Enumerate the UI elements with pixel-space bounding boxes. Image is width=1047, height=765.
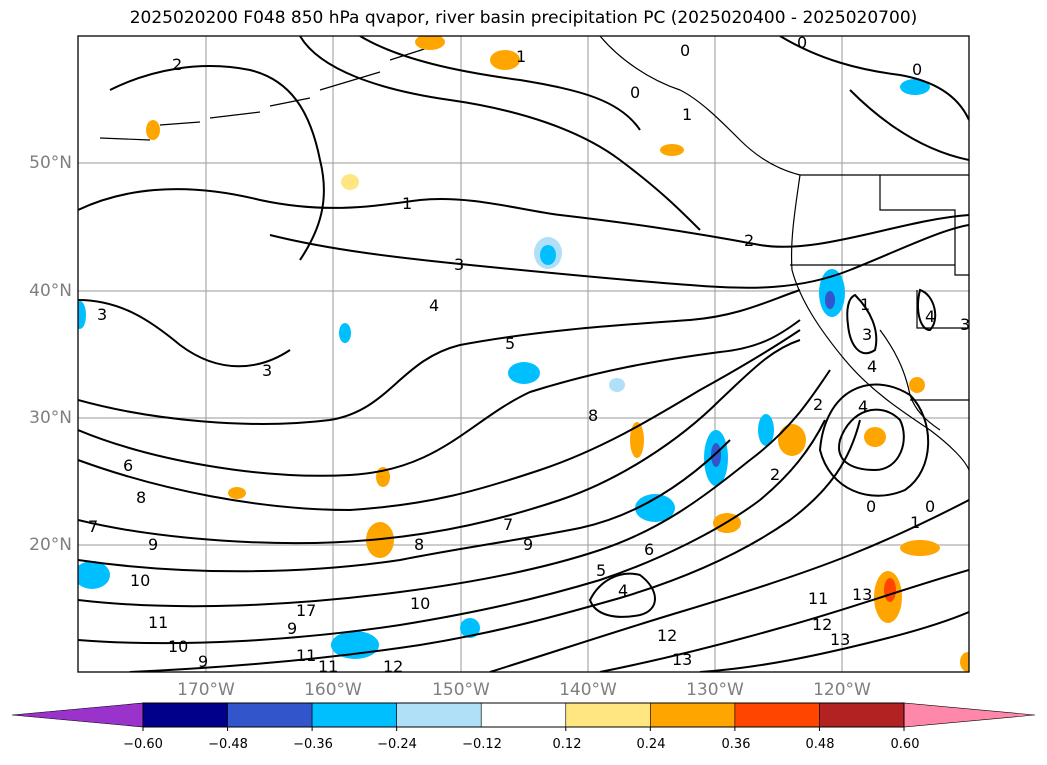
lat-label-20n: 20°N bbox=[29, 535, 72, 555]
colorbar-tick-label: 0.12 bbox=[552, 737, 582, 752]
colorbar bbox=[11, 702, 1036, 731]
contour-label: 5 bbox=[505, 334, 515, 353]
colorbar-extend-high bbox=[903, 702, 1036, 728]
contour-label: 8 bbox=[588, 406, 598, 425]
lon-label-160w: 160°W bbox=[304, 680, 362, 700]
colorbar-tick-label: −0.48 bbox=[208, 737, 248, 752]
contour-label: 17 bbox=[296, 601, 316, 620]
colorbar-tick-label: −0.36 bbox=[293, 737, 333, 752]
contour-label: 0 bbox=[680, 41, 690, 60]
contour-label: 4 bbox=[858, 397, 868, 416]
contour-label: 9 bbox=[198, 652, 208, 671]
map-title: 2025020200 F048 850 hPa qvapor, river ba… bbox=[129, 8, 918, 28]
contour-label: 11 bbox=[808, 589, 828, 608]
contour-label: 2 bbox=[172, 55, 182, 74]
colorbar-segment bbox=[565, 702, 651, 728]
colorbar-segment bbox=[142, 702, 228, 728]
colorbar-extend-low bbox=[11, 702, 144, 728]
contour-label: 13 bbox=[852, 585, 872, 604]
contour-label: 9 bbox=[523, 535, 533, 554]
precip-shading bbox=[78, 36, 969, 672]
contour-label: 12 bbox=[657, 626, 677, 645]
contour-label: 1 bbox=[402, 194, 412, 213]
colorbar-segment bbox=[480, 702, 567, 728]
lon-label-130w: 130°W bbox=[686, 680, 744, 700]
contour-label: 0 bbox=[630, 83, 640, 102]
lat-label-40n: 40°N bbox=[29, 281, 72, 301]
colorbar-tick-label: 0.60 bbox=[890, 737, 920, 752]
contour-label: 0 bbox=[912, 60, 922, 79]
colorbar-segment bbox=[650, 702, 736, 728]
contour-label: 1 bbox=[860, 295, 870, 314]
contour-label: 1 bbox=[910, 513, 920, 532]
colorbar-tick-label: 0.24 bbox=[636, 737, 666, 752]
contour-label: 3 bbox=[262, 361, 272, 380]
colorbar-tick-label: 0.36 bbox=[721, 737, 751, 752]
contour-label: 1 bbox=[516, 47, 526, 66]
contour-label: 6 bbox=[123, 456, 133, 475]
plot-frame bbox=[77, 35, 970, 673]
contour-label: 3 bbox=[862, 325, 872, 344]
contour-label: 7 bbox=[503, 515, 513, 534]
contour-label: 2 bbox=[744, 231, 754, 250]
contour-label: 8 bbox=[414, 535, 424, 554]
contour-label: 11 bbox=[296, 646, 316, 665]
contour-label: 2 bbox=[813, 395, 823, 414]
contour-label: 13 bbox=[830, 630, 850, 649]
colorbar-tick-label: 0.48 bbox=[805, 737, 835, 752]
coastlines bbox=[99, 36, 969, 471]
contour-label: 10 bbox=[410, 594, 430, 613]
contour-label: 4 bbox=[618, 581, 628, 600]
lon-label-120w: 120°W bbox=[813, 680, 871, 700]
graticule bbox=[78, 36, 969, 672]
lat-label-30n: 30°N bbox=[29, 408, 72, 428]
lat-label-50n: 50°N bbox=[29, 153, 72, 173]
colorbar-tick-label: −0.60 bbox=[123, 737, 163, 752]
contour-label: 3 bbox=[960, 315, 970, 334]
contour-label: 0 bbox=[797, 33, 807, 52]
colorbar-segment bbox=[311, 702, 397, 728]
contour-label: 11 bbox=[318, 657, 338, 676]
contour-label-group: 2 1 1 0 0 0 0 1 2 3 4 5 3 3 6 8 9 7 8 7 … bbox=[88, 33, 970, 676]
contour-label: 7 bbox=[88, 517, 98, 536]
contour-label: 9 bbox=[148, 535, 158, 554]
contour-label: 3 bbox=[97, 305, 107, 324]
lon-label-140w: 140°W bbox=[559, 680, 617, 700]
lon-label-170w: 170°W bbox=[177, 680, 235, 700]
contour-label: 13 bbox=[672, 650, 692, 669]
contour-label: 11 bbox=[148, 613, 168, 632]
contour-label: 1 bbox=[682, 105, 692, 124]
colorbar-segment bbox=[819, 702, 905, 728]
contour-label: 5 bbox=[596, 561, 606, 580]
contour-label: 9 bbox=[287, 619, 297, 638]
contour-label: 12 bbox=[383, 657, 403, 676]
qvapor-contours bbox=[78, 36, 969, 672]
contour-label: 4 bbox=[925, 307, 935, 326]
contour-label: 6 bbox=[644, 540, 654, 559]
contour-label: 0 bbox=[925, 497, 935, 516]
contour-label: 10 bbox=[130, 571, 150, 590]
contour-label: 10 bbox=[168, 637, 188, 656]
contour-label: 3 bbox=[454, 255, 464, 274]
lon-label-150w: 150°W bbox=[432, 680, 490, 700]
map-plot-area bbox=[78, 36, 969, 672]
contour-label: 2 bbox=[770, 465, 780, 484]
contour-label: 4 bbox=[429, 296, 439, 315]
colorbar-segment bbox=[227, 702, 313, 728]
contour-label: 8 bbox=[136, 488, 146, 507]
colorbar-segment bbox=[734, 702, 820, 728]
colorbar-tick-label: −0.12 bbox=[462, 737, 502, 752]
colorbar-tick-label: −0.24 bbox=[377, 737, 417, 752]
contour-label: 12 bbox=[812, 615, 832, 634]
colorbar-segment bbox=[396, 702, 482, 728]
contour-label: 4 bbox=[867, 357, 877, 376]
contour-label: 0 bbox=[866, 497, 876, 516]
